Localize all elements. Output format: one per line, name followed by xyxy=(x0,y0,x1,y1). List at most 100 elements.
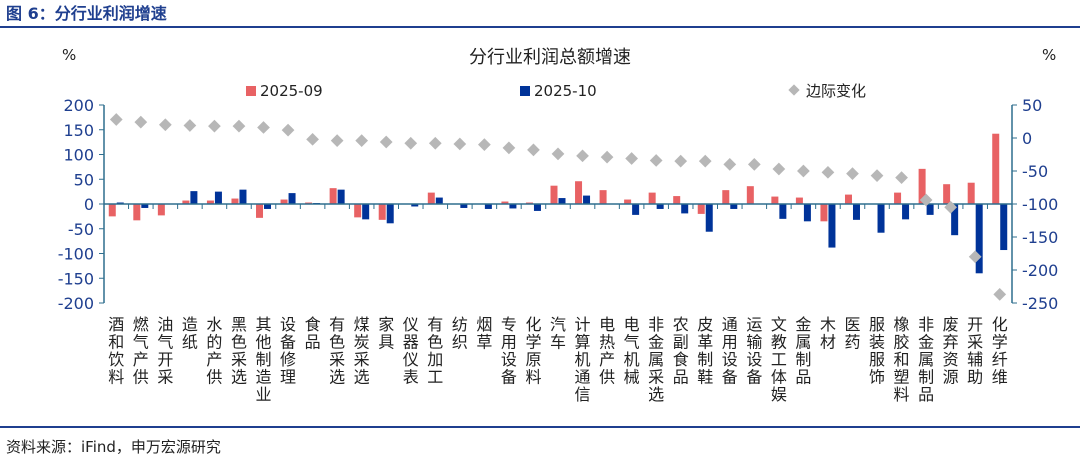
marker-change xyxy=(134,115,148,129)
category-label: 电气机械 xyxy=(624,315,640,387)
marker-change xyxy=(723,158,737,171)
bar-2025-10 xyxy=(583,195,591,204)
legend-swatch-2025-09 xyxy=(246,86,256,96)
category-label: 运输设备 xyxy=(746,315,762,387)
bar-2025-09 xyxy=(182,200,190,204)
bar-2025-10 xyxy=(656,204,664,209)
bar-2025-09 xyxy=(427,192,435,204)
marker-change xyxy=(698,154,712,168)
marker-change xyxy=(379,135,393,149)
bar-2025-09 xyxy=(844,194,852,204)
bar-2025-09 xyxy=(157,204,165,216)
bar-2025-10 xyxy=(337,189,345,204)
left-tick-label: 0 xyxy=(84,195,94,214)
marker-change xyxy=(772,162,786,176)
category-label: 电热产供 xyxy=(599,315,615,387)
category-label: 计算机通信 xyxy=(575,315,591,404)
marker-change xyxy=(158,118,172,132)
bar-2025-09 xyxy=(918,168,926,204)
category-label: 油气开采 xyxy=(157,315,173,387)
bar-2025-09 xyxy=(354,204,362,218)
category-label: 非金属制品 xyxy=(918,315,934,404)
marker-change xyxy=(993,288,1007,301)
category-label: 有色采选 xyxy=(329,315,345,387)
marker-change xyxy=(330,134,344,148)
marker-change xyxy=(649,154,663,167)
bar-2025-10 xyxy=(877,204,885,233)
marker-change xyxy=(404,136,418,150)
marker-change xyxy=(208,119,221,133)
right-axis-unit: % xyxy=(1042,46,1056,64)
bar-2025-10 xyxy=(951,204,959,236)
bar-2025-09 xyxy=(550,185,558,204)
bar-2025-09 xyxy=(722,190,730,204)
marker-change xyxy=(453,137,467,151)
source-note: 资料来源：iFind，申万宏源研究 xyxy=(6,438,221,456)
left-axis-unit: % xyxy=(62,46,76,64)
bar-2025-09 xyxy=(624,199,632,204)
category-label: 医药 xyxy=(844,315,860,352)
marker-change xyxy=(183,119,197,132)
bar-2025-10 xyxy=(288,193,296,204)
bar-2025-09 xyxy=(697,204,705,214)
bar-2025-10 xyxy=(730,204,738,209)
category-label: 煤炭采选 xyxy=(354,315,370,387)
bar-2025-09 xyxy=(820,204,828,222)
left-tick-label: 150 xyxy=(63,121,94,140)
right-tick-label: 50 xyxy=(1022,96,1042,115)
category-label: 废弃资源 xyxy=(943,315,959,387)
left-tick-label: -50 xyxy=(68,220,94,239)
legend-swatch-change xyxy=(788,84,800,96)
bar-2025-10 xyxy=(681,204,689,214)
legend-label-change: 边际变化 xyxy=(806,82,866,100)
right-tick-label: -50 xyxy=(1022,162,1048,181)
bar-2025-10 xyxy=(533,204,541,211)
category-label: 皮革制鞋 xyxy=(697,315,713,387)
category-label: 非金属采选 xyxy=(648,315,664,404)
category-label: 通用设备 xyxy=(722,315,738,387)
bar-2025-09 xyxy=(746,186,754,204)
left-tick-label: 100 xyxy=(63,146,94,165)
bar-2025-10 xyxy=(141,204,149,208)
marker-change xyxy=(747,158,761,171)
marker-change xyxy=(674,154,688,168)
bar-2025-09 xyxy=(108,204,116,217)
right-tick-label: 0 xyxy=(1022,129,1032,148)
bar-2025-10 xyxy=(1000,204,1008,251)
right-tick-label: -250 xyxy=(1022,294,1058,313)
bar-2025-10 xyxy=(411,204,419,207)
marker-change xyxy=(821,165,835,179)
category-label: 文教工体娱 xyxy=(771,315,787,404)
category-label: 金属制品 xyxy=(795,315,811,387)
category-label: 专用设备 xyxy=(501,315,517,387)
bar-2025-10 xyxy=(460,204,468,208)
marker-change xyxy=(502,141,516,155)
category-label: 黑色采选 xyxy=(231,315,247,387)
bar-2025-09 xyxy=(378,204,386,220)
bar-2025-10 xyxy=(558,198,566,204)
bar-2025-10 xyxy=(705,204,713,232)
bar-2025-09 xyxy=(894,192,902,204)
marker-change xyxy=(600,150,614,164)
right-tick-label: -200 xyxy=(1022,261,1058,280)
legend-label-2025-10: 2025-10 xyxy=(534,82,597,100)
marker-change xyxy=(527,143,540,157)
bar-2025-10 xyxy=(362,204,370,220)
category-label: 燃气产供 xyxy=(133,315,149,387)
left-tick-label: -150 xyxy=(58,269,94,288)
bar-2025-10 xyxy=(828,204,836,248)
category-label: 食品 xyxy=(305,315,321,352)
marker-change xyxy=(797,164,810,178)
legend-swatch-2025-10 xyxy=(520,86,530,96)
marker-change xyxy=(428,136,442,150)
bar-2025-09 xyxy=(329,188,337,204)
marker-change xyxy=(257,121,270,134)
bar-2025-10 xyxy=(779,204,787,219)
marker-change xyxy=(306,132,319,146)
bar-2025-09 xyxy=(771,196,779,204)
category-label: 化学纤维 xyxy=(992,315,1008,387)
category-label: 农副食品 xyxy=(673,315,689,387)
bar-2025-10 xyxy=(190,191,198,204)
bar-2025-09 xyxy=(943,184,951,204)
